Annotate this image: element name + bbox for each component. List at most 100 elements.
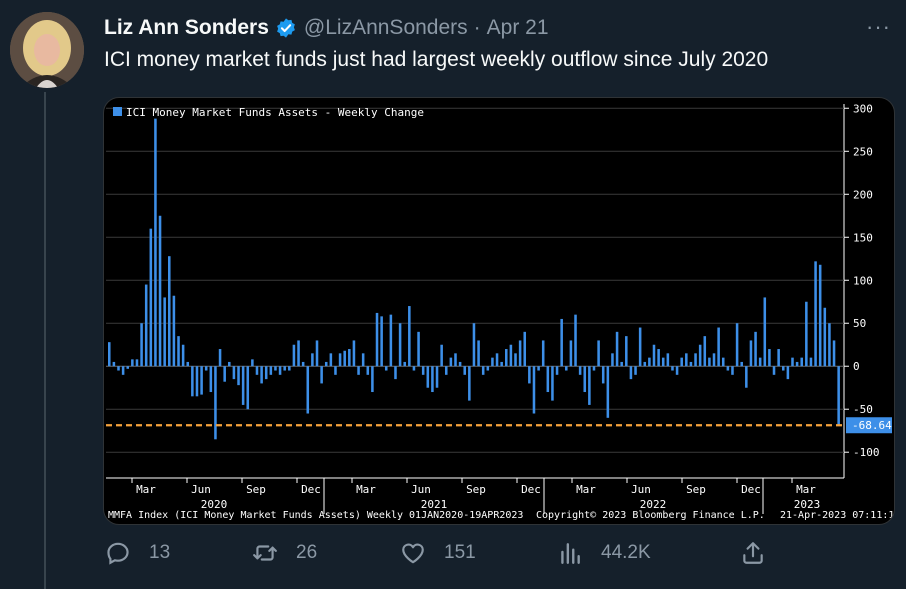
share-button[interactable] (740, 540, 784, 566)
bar (246, 366, 250, 410)
bar (361, 353, 365, 367)
bar (675, 366, 679, 375)
like-count: 151 (444, 542, 476, 563)
bar (301, 361, 305, 367)
bar (449, 357, 453, 367)
bar (255, 366, 259, 375)
bar (251, 359, 254, 367)
retweet-button[interactable]: 26 (252, 540, 317, 566)
bar (772, 366, 776, 375)
bar (680, 357, 683, 367)
bar (458, 361, 462, 367)
bar (472, 323, 476, 367)
bar (777, 349, 780, 367)
bar (740, 361, 743, 367)
bar (592, 366, 596, 371)
reply-count: 13 (149, 542, 171, 563)
y-tick-label: 200 (853, 188, 873, 201)
bar (569, 340, 573, 367)
bar (375, 312, 379, 367)
bar (509, 344, 513, 367)
bar (717, 327, 720, 367)
bar (389, 314, 393, 367)
bar (689, 361, 693, 367)
bar (814, 261, 817, 367)
bar (338, 353, 342, 367)
bar (721, 357, 725, 367)
reply-button[interactable]: 13 (105, 540, 170, 566)
bar (260, 366, 263, 384)
bar (537, 366, 540, 371)
bar (403, 361, 406, 367)
bar (131, 359, 134, 367)
bar (671, 366, 674, 371)
bar (523, 331, 527, 367)
chart-bars (108, 118, 840, 440)
retweet-icon (253, 545, 277, 561)
bar (329, 353, 333, 367)
bar (468, 366, 471, 401)
tweet-header: Liz Ann Sonders @LizAnnSonders · Apr 21 (104, 14, 549, 42)
bar (158, 215, 162, 367)
bar (629, 366, 633, 380)
x-tick-label: Dec (521, 483, 541, 496)
bar (181, 344, 185, 367)
avatar-image (10, 12, 84, 88)
more-options-icon[interactable]: ··· (866, 14, 891, 39)
bar (421, 366, 425, 375)
bar (417, 331, 420, 367)
x-tick-label: Jun (191, 483, 211, 496)
bar (121, 366, 125, 375)
bar (486, 366, 490, 371)
bar (204, 366, 208, 371)
bar (140, 323, 143, 367)
like-button[interactable]: 151 (400, 540, 476, 566)
avatar[interactable] (10, 12, 84, 88)
bar (781, 366, 785, 371)
x-tick-label: Dec (741, 483, 761, 496)
views-chart-icon (561, 543, 580, 564)
separator-dot: · (473, 16, 481, 39)
author-handle[interactable]: @LizAnnSonders (303, 16, 468, 39)
bar (786, 366, 790, 380)
bar (366, 366, 370, 375)
heart-icon (402, 543, 424, 564)
bar (643, 361, 647, 367)
bar (818, 264, 822, 367)
x-tick-label: Mar (136, 483, 156, 496)
bar (491, 357, 494, 367)
views-button[interactable]: 44.2K (557, 540, 651, 566)
bar (583, 366, 587, 393)
bar (495, 353, 499, 367)
last-value-label: -68.64 (852, 419, 892, 432)
bar (763, 297, 767, 367)
bar (648, 357, 651, 367)
bar (541, 340, 545, 367)
y-tick-label: 100 (853, 274, 873, 287)
legend-label: ICI Money Market Funds Assets - Weekly C… (126, 106, 424, 119)
bar (731, 366, 734, 375)
bar (163, 297, 166, 367)
chart-image[interactable]: 300 250 200 150 100 50 0 -50 -100 -68.64 Mar Jun Se… (103, 97, 895, 525)
bar (749, 340, 753, 367)
bar (634, 366, 637, 375)
bar (565, 366, 568, 371)
bar (708, 357, 711, 367)
y-tick-label: 150 (853, 231, 873, 244)
bar (454, 353, 457, 367)
chart-grid (106, 104, 849, 478)
bar (108, 342, 111, 367)
bar (292, 344, 296, 367)
bar (352, 340, 356, 367)
bar (551, 366, 554, 401)
bar (288, 366, 291, 371)
bar (588, 366, 591, 405)
bar (625, 336, 628, 367)
author-name[interactable]: Liz Ann Sonders (104, 16, 269, 39)
bar (431, 366, 434, 393)
x-axis: Mar Jun Sep Dec Mar Jun Sep Dec Mar Jun Sep Dec Mar 2… (106, 477, 844, 514)
bar (218, 349, 222, 367)
bar (269, 366, 273, 375)
tweet-date[interactable]: Apr 21 (486, 16, 549, 39)
views-count: 44.2K (601, 542, 651, 563)
